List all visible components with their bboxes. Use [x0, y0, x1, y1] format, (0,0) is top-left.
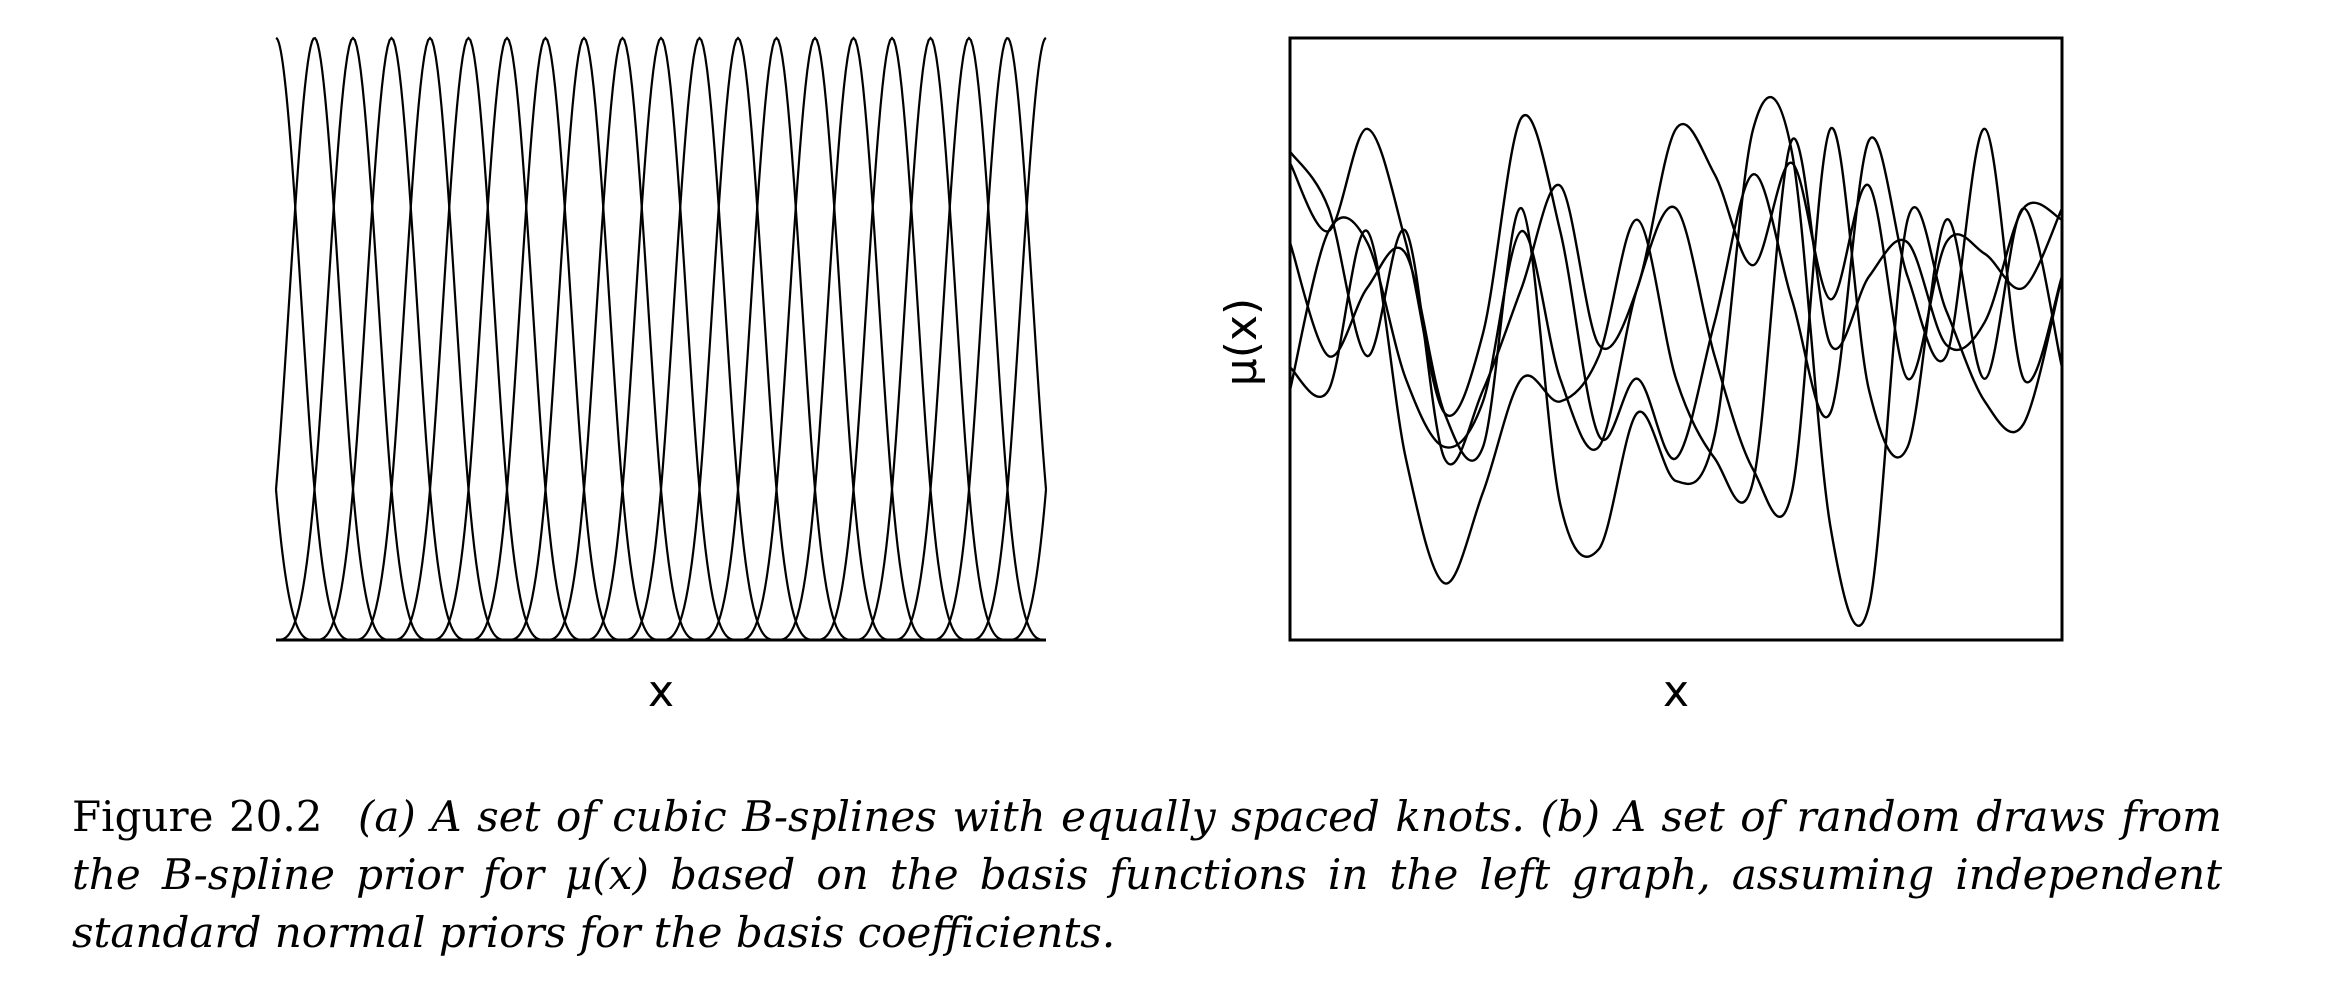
figure-caption-text: (a) A set of cubic B-splines with equall… — [72, 792, 2222, 957]
random-draw-curve-4 — [1290, 137, 2062, 585]
basis-curve-10 — [506, 36, 662, 642]
random-draw-curve-3 — [1290, 127, 2062, 518]
basis-curve-4 — [275, 36, 431, 642]
panel-b-plot-frame — [1288, 36, 2064, 642]
basis-curve-15 — [699, 36, 854, 642]
basis-curve-18 — [814, 36, 970, 642]
basis-curve-20 — [891, 36, 1047, 642]
basis-curve-14 — [660, 36, 816, 642]
random-draw-curve-5 — [1290, 95, 2062, 627]
basis-curve-21 — [930, 36, 1048, 642]
basis-curve-23 — [1007, 489, 1048, 642]
panel-b-draw-curves — [1290, 95, 2062, 627]
panel-a-bspline-basis: x — [274, 36, 1048, 717]
panel-a-basis-curves — [274, 36, 1048, 642]
random-draw-curve-2 — [1290, 122, 2062, 466]
basis-curve-16 — [737, 36, 893, 642]
basis-curve-11 — [545, 36, 700, 642]
basis-curve-8 — [429, 36, 585, 642]
basis-curve-7 — [391, 36, 546, 642]
basis-curve-12 — [583, 36, 739, 642]
basis-curve-5 — [314, 36, 469, 642]
panel-a-x-axis-label: x — [648, 666, 674, 717]
basis-curve-22 — [969, 37, 1047, 642]
basis-curve-9 — [468, 36, 623, 642]
basis-curve-19 — [853, 36, 1008, 642]
panel-b-x-axis-label: x — [1663, 666, 1689, 717]
basis-curve-17 — [776, 36, 931, 642]
figure-caption-label: Figure 20.2 — [72, 792, 323, 841]
basis-curve-3 — [274, 36, 392, 642]
basis-curve-6 — [352, 36, 508, 642]
basis-curve-13 — [622, 36, 777, 642]
figure-caption: Figure 20.2 (a) A set of cubic B-splines… — [72, 788, 2222, 962]
random-draw-curve-1 — [1290, 114, 2062, 460]
panel-b-random-draws: x μ(x) — [1216, 36, 2064, 717]
basis-curve-1 — [274, 489, 315, 642]
panel-b-y-axis-label: μ(x) — [1216, 298, 1267, 386]
